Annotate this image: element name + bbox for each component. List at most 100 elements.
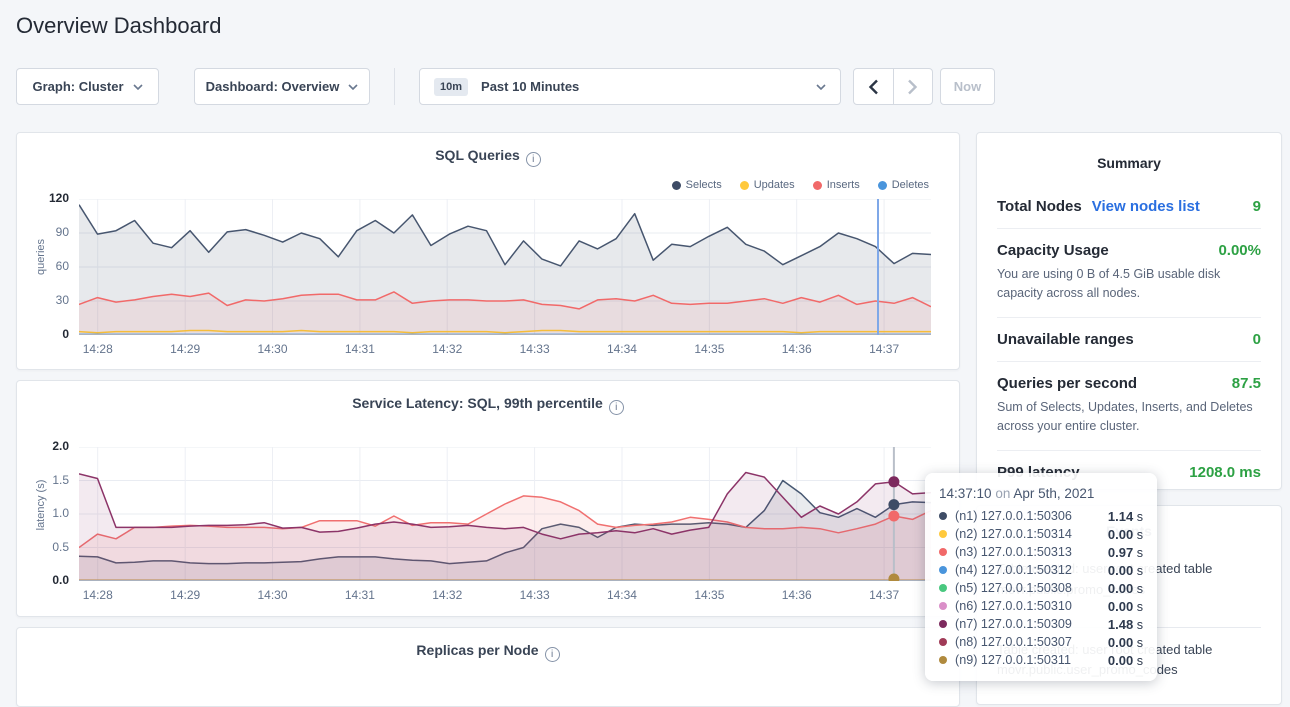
summary-title: Summary <box>997 133 1261 185</box>
y-tick: 1.5 <box>17 473 69 487</box>
summary-caption: You are using 0 B of 4.5 GiB usable disk… <box>997 259 1261 304</box>
time-nav-group <box>853 68 933 105</box>
chart-title: SQL Queries <box>17 147 959 167</box>
tooltip-node-row: (n3) 127.0.0.1:503130.97 s <box>939 543 1143 561</box>
summary-label: Total Nodes <box>997 198 1082 215</box>
node-latency-value: 0.00 s <box>1108 563 1143 578</box>
view-nodes-list-link[interactable]: View nodes list <box>1092 198 1200 215</box>
tooltip-node-row: (n7) 127.0.0.1:50309 1.48 s <box>939 615 1143 633</box>
y-tick: 60 <box>17 259 69 273</box>
service-latency-chart-card: Service Latency: SQL, 99th percentile la… <box>16 380 960 617</box>
legend-dot-icon <box>878 181 887 190</box>
legend-item-updates[interactable]: Updates <box>740 179 795 191</box>
chart-tooltip: 14:37:10 on Apr 5th, 2021 (n1) 127.0.0.1… <box>925 473 1157 681</box>
info-icon[interactable] <box>545 647 560 662</box>
toolbar-divider <box>394 68 395 105</box>
node-dot-icon <box>939 638 947 646</box>
x-tick: 14:30 <box>248 342 296 356</box>
summary-value: 1208.0 ms <box>1189 464 1261 481</box>
summary-row-qps: Queries per second 87.5 Sum of Selects, … <box>997 361 1261 450</box>
summary-value: 9 <box>1253 198 1261 215</box>
tooltip-node-row: (n9) 127.0.0.1:50311 0.00 s <box>939 651 1143 669</box>
graph-dropdown[interactable]: Graph: Cluster <box>16 68 159 105</box>
x-tick: 14:28 <box>74 342 122 356</box>
node-address: (n2) 127.0.0.1:50314 <box>955 527 1072 541</box>
tooltip-timestamp: 14:37:10 on Apr 5th, 2021 <box>939 486 1143 501</box>
summary-label: Queries per second <box>997 375 1137 392</box>
legend-item-inserts[interactable]: Inserts <box>813 179 860 191</box>
page-title: Overview Dashboard <box>16 13 221 39</box>
legend-dot-icon <box>740 181 749 190</box>
dashboard-dropdown[interactable]: Dashboard: Overview <box>194 68 370 105</box>
sql-queries-chart-card: SQL Queries Selects Updates Inserts Deletes… <box>16 132 960 370</box>
legend-item-selects[interactable]: Selects <box>672 179 722 191</box>
x-tick: 14:37 <box>860 588 908 602</box>
sql-queries-plot[interactable] <box>79 199 931 335</box>
x-tick: 14:31 <box>336 342 384 356</box>
node-latency-value: 1.14 s <box>1108 509 1143 524</box>
summary-value: 0 <box>1253 331 1261 348</box>
y-tick: 0 <box>17 327 69 341</box>
node-dot-icon <box>939 620 947 628</box>
node-latency-value: 1.48 s <box>1108 617 1143 632</box>
tooltip-node-row: (n2) 127.0.0.1:503140.00 s <box>939 525 1143 543</box>
node-latency-value: 0.00 s <box>1108 635 1143 650</box>
graph-dropdown-label: Graph: Cluster <box>32 79 123 94</box>
info-icon[interactable] <box>609 400 624 415</box>
chevron-right-icon <box>907 79 918 95</box>
x-tick: 14:37 <box>860 342 908 356</box>
next-time-button[interactable] <box>893 69 932 104</box>
tooltip-node-row: (n1) 127.0.0.1:503061.14 s <box>939 507 1143 525</box>
summary-row-capacity: Capacity Usage 0.00% You are using 0 B o… <box>997 228 1261 317</box>
time-range-badge: 10m <box>434 78 468 96</box>
node-latency-value: 0.00 s <box>1108 599 1143 614</box>
node-latency-value: 0.00 s <box>1108 653 1143 668</box>
x-tick: 14:29 <box>161 342 209 356</box>
x-tick: 14:34 <box>598 342 646 356</box>
chart-title: Service Latency: SQL, 99th percentile <box>17 395 959 415</box>
node-dot-icon <box>939 656 947 664</box>
chart-title-text: SQL Queries <box>435 147 520 163</box>
y-tick: 2.0 <box>17 439 69 453</box>
y-tick: 0.5 <box>17 540 69 554</box>
summary-row-total-nodes: Total Nodes View nodes list 9 <box>997 185 1261 228</box>
summary-label: Capacity Usage <box>997 242 1109 259</box>
tooltip-connector: on <box>995 486 1010 501</box>
time-range-label: Past 10 Minutes <box>481 79 807 94</box>
tooltip-time: 14:37:10 <box>939 486 992 501</box>
x-tick: 14:30 <box>248 588 296 602</box>
summary-panel: Summary Total Nodes View nodes list 9 Ca… <box>976 132 1282 490</box>
x-tick: 14:36 <box>773 342 821 356</box>
chart-title: Replicas per Node <box>17 642 959 662</box>
x-tick: 14:33 <box>511 588 559 602</box>
info-icon[interactable] <box>526 152 541 167</box>
node-latency-value: 0.00 s <box>1108 581 1143 596</box>
x-tick: 14:36 <box>773 588 821 602</box>
now-button[interactable]: Now <box>940 68 995 105</box>
node-address: (n9) 127.0.0.1:50311 <box>955 653 1071 667</box>
summary-value: 87.5 <box>1232 375 1261 392</box>
node-dot-icon <box>939 602 947 610</box>
y-tick: 90 <box>17 225 69 239</box>
node-dot-icon <box>939 548 947 556</box>
node-dot-icon <box>939 584 947 592</box>
replicas-per-node-chart-card: Replicas per Node <box>16 627 960 707</box>
node-address: (n5) 127.0.0.1:50308 <box>955 581 1072 595</box>
chevron-down-icon <box>348 84 358 90</box>
y-axis-label: queries <box>35 207 47 307</box>
chart-title-text: Service Latency: SQL, 99th percentile <box>352 395 603 411</box>
x-tick: 14:35 <box>685 342 733 356</box>
node-address: (n7) 127.0.0.1:50309 <box>955 617 1072 631</box>
dashboard-dropdown-label: Dashboard: Overview <box>206 79 340 94</box>
node-dot-icon <box>939 566 947 574</box>
node-address: (n6) 127.0.0.1:50310 <box>955 599 1072 613</box>
summary-value: 0.00% <box>1218 242 1261 259</box>
tooltip-node-row: (n8) 127.0.0.1:503070.00 s <box>939 633 1143 651</box>
legend-item-deletes[interactable]: Deletes <box>878 179 929 191</box>
chart-title-text: Replicas per Node <box>416 642 538 658</box>
x-tick: 14:33 <box>511 342 559 356</box>
service-latency-plot[interactable] <box>79 447 931 581</box>
time-range-dropdown[interactable]: 10m Past 10 Minutes <box>419 68 841 105</box>
prev-time-button[interactable] <box>854 69 893 104</box>
legend-dot-icon <box>672 181 681 190</box>
